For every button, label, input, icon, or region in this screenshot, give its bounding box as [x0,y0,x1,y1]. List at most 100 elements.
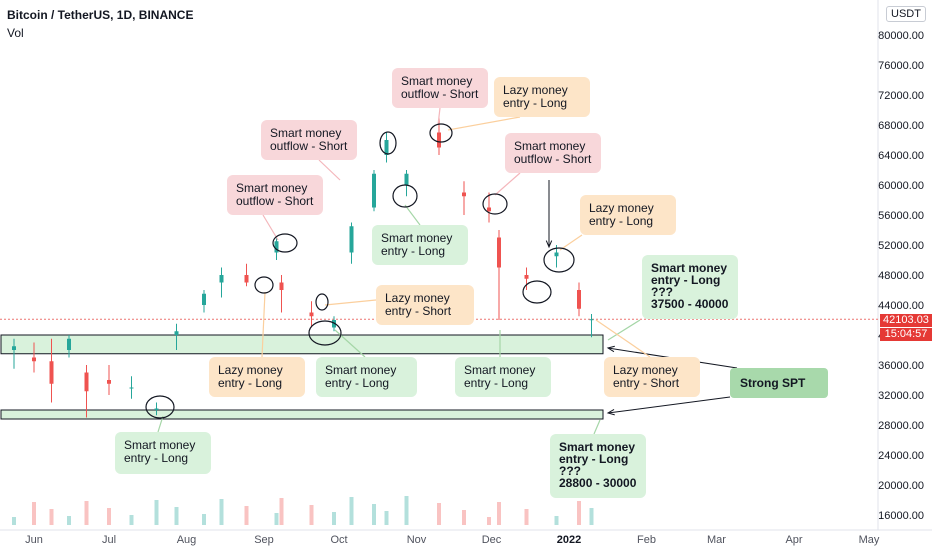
volume-bar [49,509,54,525]
y-tick-label: 68000.00 [878,120,924,132]
bar-countdown: 15:04:57 [880,328,932,341]
volume-bar [524,509,529,525]
y-tick-label: 32000.00 [878,390,924,402]
annotation-smart-outflow-4: Smart money outflow - Short [505,133,601,173]
volume-bar [279,498,284,525]
currency-button[interactable]: USDT [886,6,926,22]
volume-bar [154,500,159,525]
volume-bar [554,516,559,525]
x-tick-label: May [859,534,880,546]
annotation-lazy-short-2: Lazy money entry - Short [604,357,700,397]
candle-body [279,282,284,290]
annotation-smart-long-1: Smart money entry - Long [372,225,468,265]
arrow-line [607,396,731,414]
marker-circle [145,395,175,419]
annotation-smart-long-4: Smart money entry - Long [115,432,211,474]
annotation-lazy-long-2: Lazy money entry - Long [580,195,676,235]
marker-circle [272,233,298,253]
volume-bar [107,508,111,525]
y-tick-label: 36000.00 [878,360,924,372]
connector-line [447,116,521,131]
candle-body [332,320,336,328]
candle-body [437,132,441,148]
connector-line [262,214,279,241]
x-tick-label: Jul [102,534,116,546]
volume-bar [497,502,501,525]
marker-circle [315,293,329,311]
volume-bar [437,503,441,525]
y-tick-label: 76000.00 [878,60,924,72]
connector-line [318,159,341,181]
volume-bar [129,515,134,525]
marker-circle [522,280,552,304]
volume-bar [32,502,36,525]
volume-bar [462,510,466,525]
x-tick-label: Mar [707,534,726,546]
annotation-smart-outflow-3: Smart money outflow - Short [392,68,488,108]
volume-bar [244,506,249,525]
x-tick-label: Feb [637,534,656,546]
annotation-target-zone-2: Smart money entry - Long ??? 28800 - 300… [550,434,646,498]
x-tick-label: 2022 [557,534,581,546]
candle-body [524,275,529,279]
volume-bar [589,508,594,525]
y-tick-label: 24000.00 [878,450,924,462]
volume-bar [274,513,279,525]
candle-body [107,380,111,384]
connector-line [494,172,521,196]
volume-bar [384,511,389,525]
y-tick-label: 20000.00 [878,480,924,492]
connector-line [404,204,421,226]
candle-body [497,237,501,268]
y-tick-label: 60000.00 [878,180,924,192]
connector-line [157,415,164,433]
annotation-lazy-long-1: Lazy money entry - Long [494,77,590,117]
connector-line [334,329,366,358]
x-tick-label: Apr [785,534,802,546]
x-tick-label: Nov [407,534,427,546]
marker-circle [308,320,342,346]
x-tick-label: Dec [482,534,502,546]
y-tick-label: 80000.00 [878,30,924,42]
volume-bar [174,507,179,525]
annotation-smart-outflow-1: Smart money outflow - Short [261,120,357,160]
candle-body [404,173,409,185]
marker-circle [429,123,453,143]
candle-body [219,275,224,283]
volume-bar [12,517,16,525]
marker-circle [392,184,418,208]
y-tick-label: 28000.00 [878,420,924,432]
candle-body [67,338,71,350]
symbol-title: Bitcoin / TetherUS, 1D, BINANCE [7,8,194,22]
strong-spt-label: Strong SPT [730,368,828,398]
annotation-smart-long-2: Smart money entry - Long [316,357,417,397]
volume-bar [404,496,409,525]
arrow-head [606,409,615,416]
volume-bar [487,517,491,525]
annotation-smart-long-3: Smart money entry - Long [455,357,551,397]
marker-circle [543,247,575,273]
volume-bar [67,516,71,525]
candle-body [309,312,314,317]
volume-bar [349,497,354,525]
candle-body [462,192,466,197]
candle-body [154,408,159,410]
x-tick-label: Jun [25,534,43,546]
y-tick-label: 44000.00 [878,300,924,312]
connector-line [607,319,641,341]
volume-label: Vol [7,26,24,40]
annotation-lazy-short-1: Lazy money entry - Short [376,285,474,325]
y-tick-label: 56000.00 [878,210,924,222]
candle-body [202,293,206,305]
volume-bar [219,499,224,525]
y-tick-label: 64000.00 [878,150,924,162]
connector-line [324,299,377,306]
y-tick-label: 52000.00 [878,240,924,252]
connector-line [437,107,441,126]
volume-bar [309,505,314,525]
arrow-head [545,240,553,249]
candle-body [349,226,354,253]
candle-body [84,372,89,392]
y-tick-label: 72000.00 [878,90,924,102]
support-zone [0,409,604,420]
